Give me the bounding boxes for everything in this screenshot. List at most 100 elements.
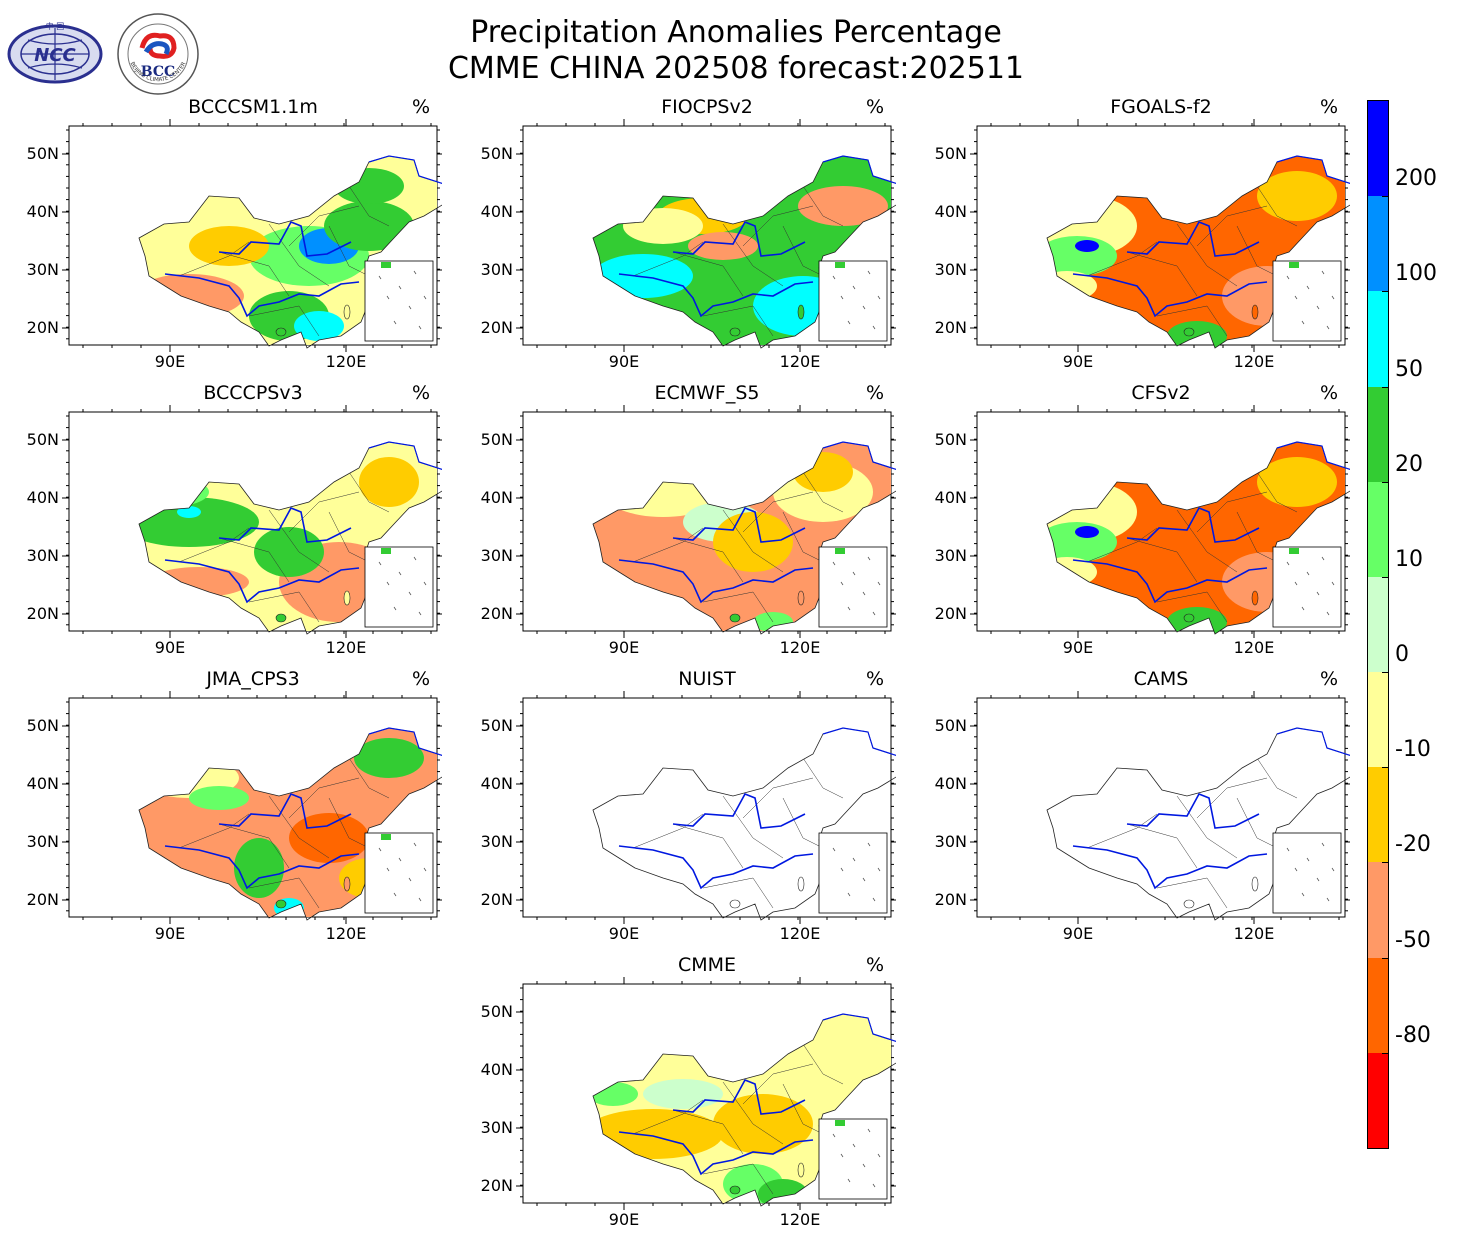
lon-tick-label: 90E bbox=[608, 352, 640, 371]
colorbar-swatch bbox=[1368, 957, 1388, 1054]
svg-text:NCC: NCC bbox=[34, 45, 76, 66]
south-china-sea-inset bbox=[818, 832, 888, 914]
lat-tick-label: 40N bbox=[480, 488, 513, 507]
lat-tick-label: 50N bbox=[934, 716, 967, 735]
colorbar-label: 100 bbox=[1395, 261, 1437, 287]
lat-tick-label: 20N bbox=[480, 1176, 513, 1195]
south-china-sea-inset bbox=[364, 832, 434, 914]
panel-unit: % bbox=[1319, 96, 1338, 118]
lon-tick-label: 120E bbox=[779, 638, 821, 657]
lon-tick-label: 120E bbox=[1233, 638, 1275, 657]
map-canvas bbox=[62, 405, 442, 638]
anomaly-region bbox=[354, 738, 424, 778]
map-panel-jma-cps3: JMA_CPS3% 50N 40N 30N 20N 90E 120E bbox=[2, 668, 442, 950]
colorbar-label: 0 bbox=[1395, 642, 1409, 668]
lat-tick-label: 50N bbox=[480, 144, 513, 163]
lon-tick-label: 120E bbox=[325, 924, 367, 943]
lat-tick-label: 30N bbox=[480, 546, 513, 565]
map-panel-fiocpsv2: FIOCPSv2% 50N 40N 30N 20N 90E 120E bbox=[456, 96, 896, 378]
panel-unit: % bbox=[411, 96, 430, 118]
colorbar-swatch bbox=[1368, 576, 1388, 673]
colorbar-label: -20 bbox=[1395, 832, 1431, 858]
panel-unit: % bbox=[865, 96, 884, 118]
south-china-sea-inset bbox=[1272, 260, 1342, 342]
lon-tick-label: 120E bbox=[325, 352, 367, 371]
lon-tick-label: 90E bbox=[154, 924, 186, 943]
lat-tick-label: 30N bbox=[26, 832, 59, 851]
anomaly-region bbox=[234, 838, 284, 898]
lat-tick-label: 20N bbox=[934, 604, 967, 623]
lon-tick-label: 90E bbox=[1062, 638, 1094, 657]
lat-tick-label: 40N bbox=[26, 774, 59, 793]
anomaly-region bbox=[798, 186, 888, 226]
south-china-sea-inset bbox=[364, 260, 434, 342]
panel-unit: % bbox=[865, 668, 884, 690]
anomaly-region bbox=[688, 232, 758, 260]
lat-tick-label: 40N bbox=[934, 202, 967, 221]
anomaly-region bbox=[289, 813, 369, 863]
anomaly-region bbox=[1075, 240, 1099, 252]
panel-unit: % bbox=[411, 382, 430, 404]
anomaly-region bbox=[1075, 526, 1099, 538]
map-canvas bbox=[970, 405, 1350, 638]
map-canvas bbox=[516, 405, 896, 638]
lon-tick-label: 90E bbox=[1062, 924, 1094, 943]
panel-unit: % bbox=[865, 954, 884, 976]
colorbar-label: -10 bbox=[1395, 737, 1431, 763]
panel-unit: % bbox=[411, 668, 430, 690]
panel-title: FIOCPSv2 bbox=[661, 96, 753, 118]
panel-unit: % bbox=[865, 382, 884, 404]
lat-tick-label: 40N bbox=[480, 1060, 513, 1079]
anomaly-region bbox=[1257, 457, 1337, 507]
colorbar-swatch bbox=[1368, 672, 1388, 768]
svg-text:中 国: 中 国 bbox=[46, 21, 65, 31]
panel-title: BCCCPSv3 bbox=[203, 382, 303, 404]
chart-title-line1: Precipitation Anomalies Percentage bbox=[470, 15, 1002, 50]
lon-tick-label: 90E bbox=[608, 1210, 640, 1229]
lat-tick-label: 30N bbox=[480, 260, 513, 279]
lat-tick-label: 50N bbox=[26, 716, 59, 735]
bcc-logo: BCC BEIJING CLIMATE CENTER bbox=[116, 12, 200, 96]
colorbar-swatch bbox=[1368, 481, 1388, 578]
chart-title-line2: CMME CHINA 202508 forecast:202511 bbox=[447, 51, 1025, 86]
lat-tick-label: 50N bbox=[26, 430, 59, 449]
colorbar-swatch bbox=[1368, 196, 1388, 292]
map-panel-bcccpsv3: BCCCPSv3% 50N 40N 30N 20N 90E 120E bbox=[2, 382, 442, 664]
lon-tick-label: 90E bbox=[608, 638, 640, 657]
south-china-sea-inset bbox=[818, 1118, 888, 1200]
lon-tick-label: 120E bbox=[1233, 924, 1275, 943]
anomaly-region bbox=[1167, 607, 1227, 634]
map-panel-cfsv2: CFSv2% 50N 40N 30N 20N 90E 120E bbox=[910, 382, 1350, 664]
lat-tick-label: 20N bbox=[480, 318, 513, 337]
lat-tick-label: 50N bbox=[26, 144, 59, 163]
colorbar-swatch bbox=[1368, 386, 1388, 483]
map-canvas bbox=[516, 119, 896, 352]
panel-title: NUIST bbox=[678, 668, 736, 690]
lat-tick-label: 30N bbox=[934, 832, 967, 851]
lon-tick-label: 120E bbox=[1233, 352, 1275, 371]
anomaly-region bbox=[359, 457, 419, 507]
anomaly-region bbox=[713, 512, 793, 572]
lat-tick-label: 30N bbox=[480, 832, 513, 851]
map-canvas bbox=[970, 691, 1350, 924]
lat-tick-label: 40N bbox=[480, 202, 513, 221]
lat-tick-label: 50N bbox=[480, 1002, 513, 1021]
colorbar-swatch bbox=[1368, 767, 1388, 863]
lat-tick-label: 30N bbox=[934, 546, 967, 565]
lat-tick-label: 40N bbox=[26, 202, 59, 221]
south-china-sea-inset bbox=[818, 546, 888, 628]
colorbar-label: 200 bbox=[1395, 166, 1437, 192]
map-panel-bcccsm1-1m: BCCCSM1.1m% 50N 40N 30N 20N 90E 120E bbox=[2, 96, 442, 378]
anomaly-region bbox=[189, 786, 249, 810]
colorbar-swatch bbox=[1368, 101, 1388, 197]
anomaly-region bbox=[254, 527, 324, 577]
map-canvas bbox=[62, 119, 442, 352]
lon-tick-label: 120E bbox=[779, 1210, 821, 1229]
anomaly-region bbox=[1257, 171, 1337, 221]
panel-title: ECMWF_S5 bbox=[654, 382, 760, 404]
map-panel-ecmwf-s5: ECMWF_S5% 50N 40N 30N 20N 90E 120E bbox=[456, 382, 896, 664]
anomaly-region bbox=[1167, 321, 1227, 348]
panel-title: JMA_CPS3 bbox=[206, 668, 300, 690]
lat-tick-label: 40N bbox=[934, 488, 967, 507]
lat-tick-label: 50N bbox=[480, 430, 513, 449]
